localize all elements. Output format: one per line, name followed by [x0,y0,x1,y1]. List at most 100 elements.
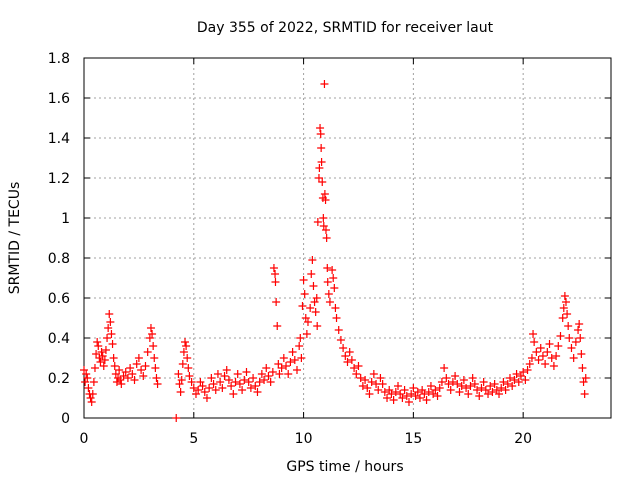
data-point [323,264,332,272]
data-points [80,80,590,422]
data-point [145,334,154,342]
data-point [86,394,95,402]
data-point [103,334,112,342]
y-tick-label: 1.8 [48,51,70,67]
data-point [311,308,320,316]
data-point [200,388,209,396]
data-point [320,190,329,198]
data-point [508,382,517,390]
data-point [299,276,308,284]
data-point [132,360,141,368]
data-point [361,376,370,384]
data-point [282,362,291,370]
data-point [341,352,350,360]
data-point [398,394,407,402]
data-point [448,378,457,386]
data-point [521,376,530,384]
data-point [378,380,387,388]
data-point [554,342,563,350]
data-point [329,274,338,282]
data-point [307,270,316,278]
data-point [457,382,466,390]
data-point [146,324,155,332]
data-point [288,348,297,356]
data-point [279,354,288,362]
data-point [312,294,321,302]
data-point [107,330,116,338]
data-point [80,366,88,374]
data-point [152,374,161,382]
data-point [207,374,216,382]
data-point [189,384,198,392]
data-point [495,390,504,398]
data-point [290,356,299,364]
data-point [96,358,105,366]
data-point [224,376,233,384]
data-point [266,378,275,386]
data-point [108,340,117,348]
data-point [510,376,519,384]
data-point [246,384,255,392]
data-point [481,386,490,394]
data-point [316,124,325,132]
data-point [184,364,193,372]
data-point [318,178,327,186]
data-point [323,278,332,286]
data-point [579,378,588,386]
data-point [422,396,431,404]
data-point [172,414,181,422]
x-axis-label: GPS time / hours [286,459,403,475]
data-point [325,298,334,306]
data-point [137,366,146,374]
data-point [286,358,295,366]
y-tick-label: 0 [61,411,70,427]
data-point [501,386,510,394]
data-point [352,370,361,378]
data-point [343,358,352,366]
data-point [424,388,433,396]
data-point [466,382,475,390]
data-point [93,338,102,346]
data-point [503,380,512,388]
data-point [431,386,440,394]
data-point [87,398,96,406]
data-point [577,350,586,358]
data-point [308,256,317,264]
data-point [322,234,331,242]
data-point [578,364,587,372]
data-point [564,322,573,330]
data-point [316,130,325,138]
y-tick-label: 1.4 [48,131,70,147]
data-point [350,364,359,372]
data-point [499,378,508,386]
data-point [321,226,330,234]
data-point [320,80,329,88]
data-point [459,376,468,384]
data-point [99,362,108,370]
data-point [313,322,322,330]
data-point [314,174,323,182]
data-point [292,366,301,374]
data-point [563,310,572,318]
data-point [409,384,418,392]
data-point [269,264,278,272]
data-point [347,356,356,364]
data-point [575,320,584,328]
data-point [216,378,225,386]
data-point [446,386,455,394]
data-point [440,364,449,372]
data-point [442,374,451,382]
data-point [404,398,413,406]
data-point [229,390,238,398]
data-point [581,374,590,382]
data-point [556,332,565,340]
data-point [187,378,196,386]
data-point [94,342,103,350]
data-point [260,376,269,384]
data-point [313,218,322,226]
data-point [426,382,435,390]
data-point [150,354,159,362]
data-point [319,222,328,230]
data-point [363,384,372,392]
data-point [181,338,190,346]
